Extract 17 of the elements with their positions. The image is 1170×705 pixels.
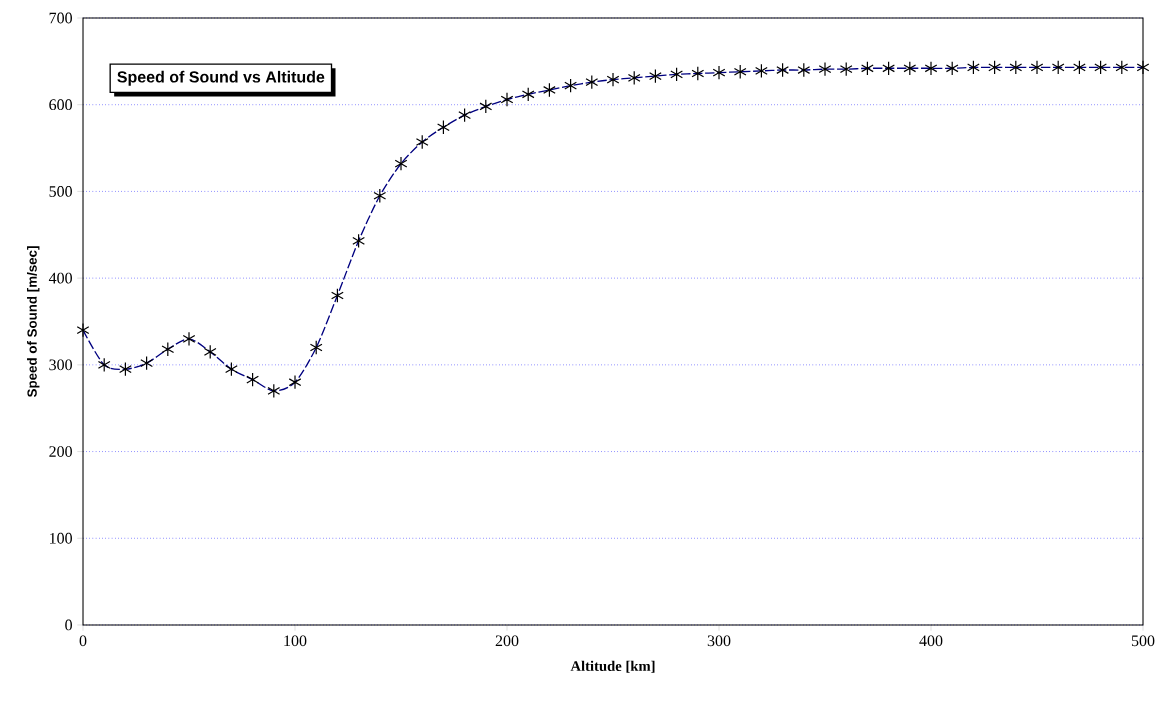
y-tick-label: 500 — [49, 186, 72, 197]
x-tick-label: 500 — [1131, 635, 1155, 647]
text: Speed of Sound vs Altitude — [117, 70, 325, 86]
y-tick-label: 200 — [49, 446, 72, 457]
x-tick-label: 0 — [79, 635, 87, 647]
x-tick-label: 300 — [707, 635, 731, 647]
y-tick-label: 300 — [49, 359, 72, 371]
y-tick-label: 600 — [49, 99, 72, 111]
x-tick-label: 100 — [284, 635, 307, 647]
y-tick-label: 700 — [49, 12, 72, 24]
x-tick-label: 200 — [495, 635, 519, 647]
y-axis-title: Speed of Sound [m/sec] — [27, 246, 40, 398]
x-axis-title: Altitude [km] — [570, 660, 655, 673]
y-tick-label: 100 — [50, 532, 72, 544]
x-tick-label: 400 — [919, 635, 943, 647]
y-tick-label: 0 — [65, 619, 72, 631]
y-tick-label: 400 — [48, 272, 72, 284]
